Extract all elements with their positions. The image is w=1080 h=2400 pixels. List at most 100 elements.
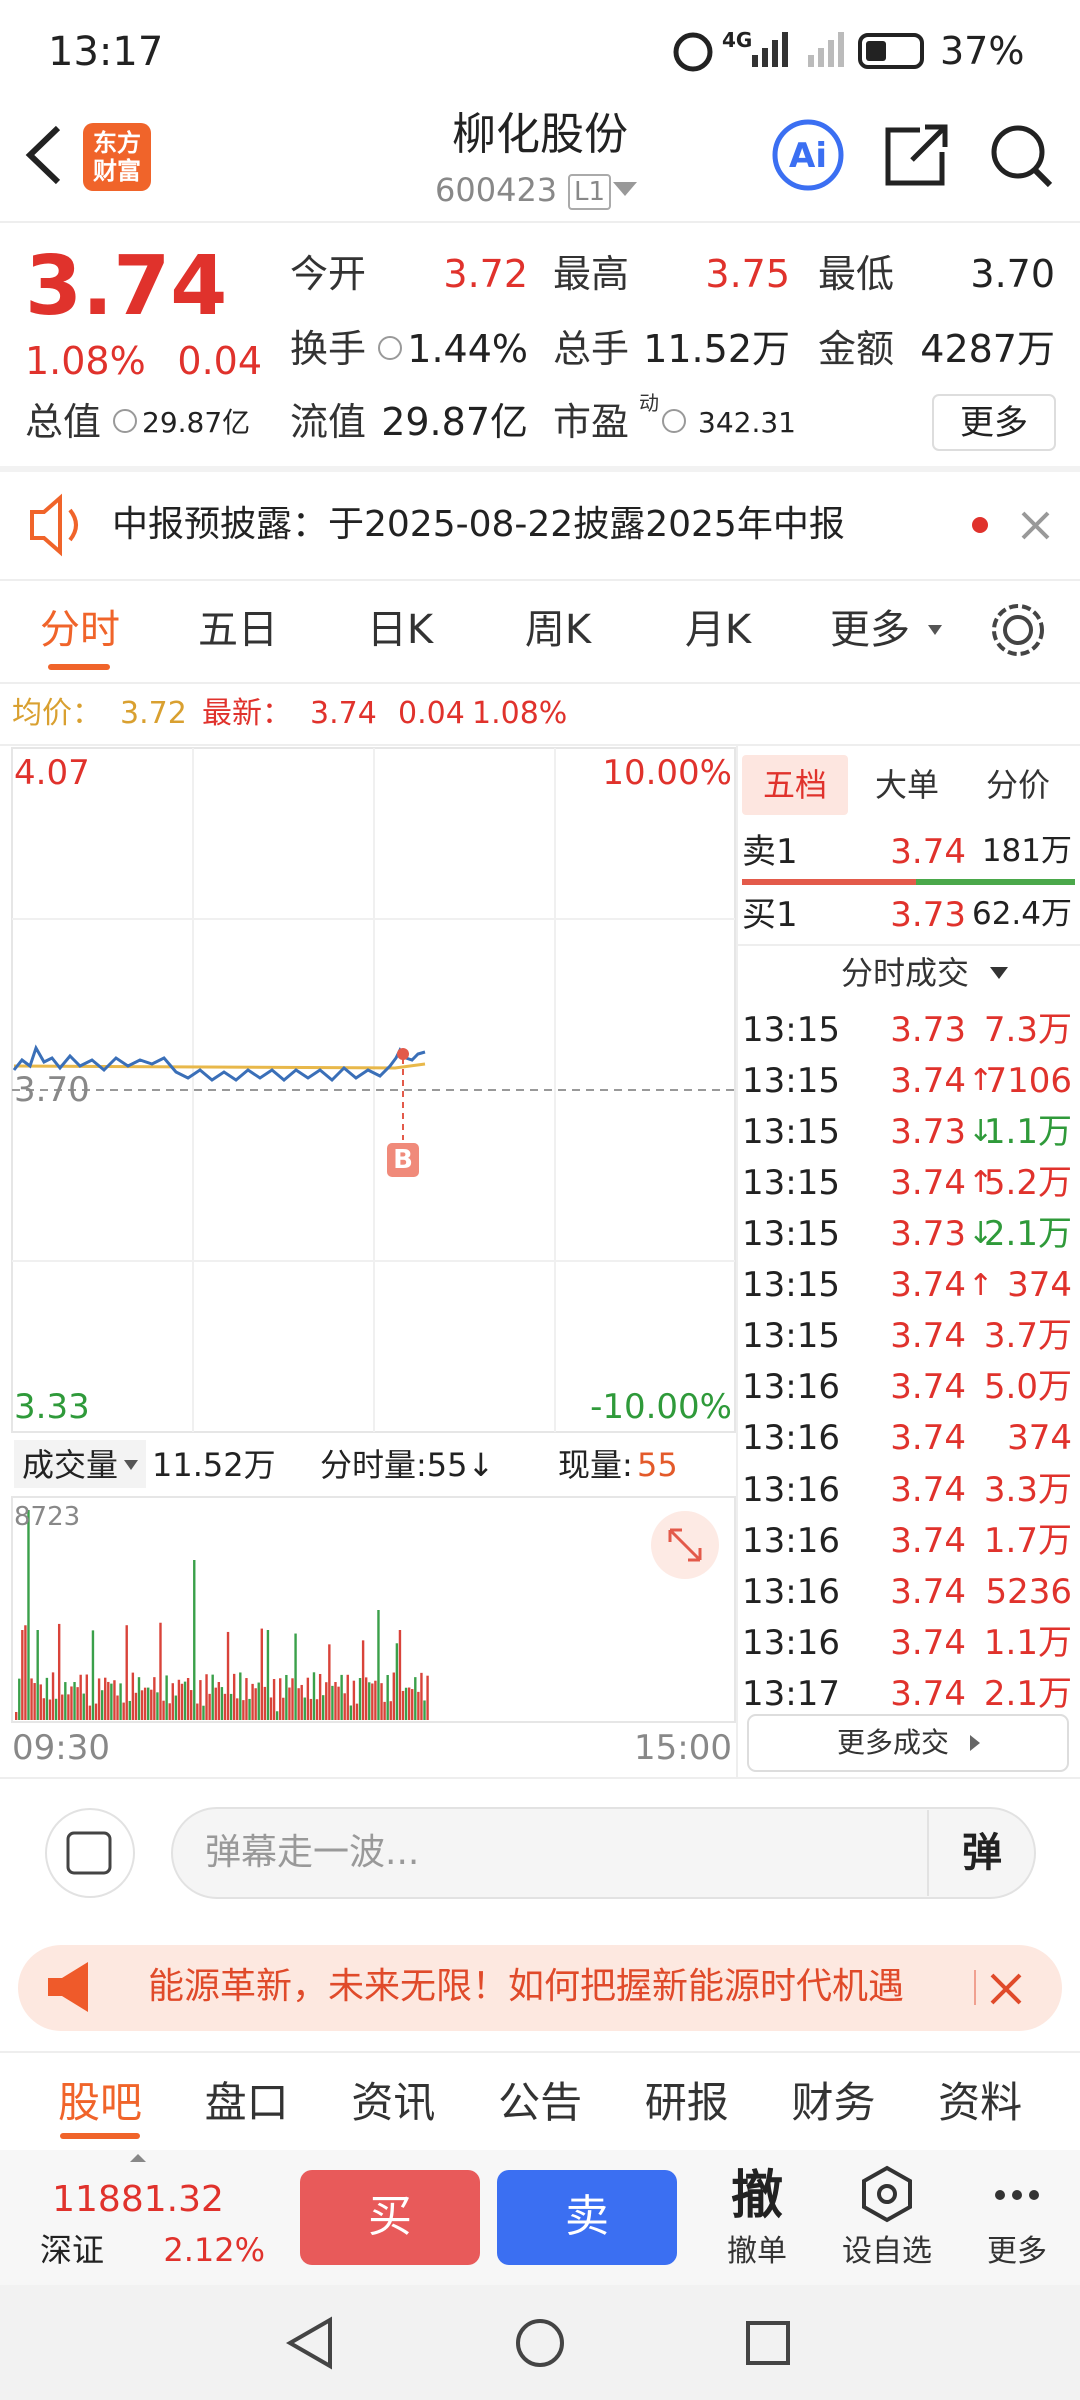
field-label: 总手 — [553, 327, 630, 372]
back-button[interactable] — [25, 125, 61, 185]
book-tab[interactable]: 分价 — [985, 765, 1051, 804]
danmaku-placeholder[interactable]: 弹幕走一波... — [205, 1832, 420, 1874]
volume-bar — [340, 1674, 343, 1720]
chart-tab[interactable]: 周K — [524, 607, 592, 653]
danmaku-send[interactable]: 弹 — [962, 1830, 1002, 1876]
close-banner[interactable] — [990, 1973, 1022, 2005]
volume-bar — [97, 1678, 101, 1720]
bottom-tab[interactable]: 研报 — [644, 2077, 729, 2127]
index-name: 深证 — [40, 2230, 105, 2269]
volume-interval[interactable]: 分时量:55↓ — [320, 1445, 495, 1484]
chart-tab[interactable]: 更多 — [830, 607, 910, 653]
more-button-label[interactable]: 更多 — [960, 402, 1028, 443]
volume-bar — [94, 1703, 98, 1720]
field-label: 流值 — [290, 400, 367, 445]
nav-home[interactable] — [516, 2319, 564, 2367]
volume-bar — [110, 1683, 113, 1720]
last-price: 3.74 — [25, 238, 228, 334]
trade-time: 13:15 — [742, 1111, 840, 1152]
settings-gear — [992, 604, 1044, 656]
volume-bar — [15, 1712, 18, 1720]
cancel-icon[interactable]: 撤 — [730, 2165, 784, 2226]
volume-bar — [411, 1689, 414, 1720]
volume-bar — [180, 1683, 184, 1720]
price-axis-top: 4.07 — [14, 752, 90, 793]
field-label: 今开 — [290, 252, 367, 297]
chart-tab[interactable]: 五日 — [198, 607, 278, 653]
chart-tab[interactable]: 分时 — [40, 607, 120, 653]
volume-selector[interactable] — [14, 1440, 146, 1488]
volume-label[interactable]: 成交量 — [22, 1445, 119, 1484]
trades-title[interactable]: 分时成交 — [840, 953, 970, 992]
volume-bar — [364, 1677, 368, 1720]
more-trades-button[interactable] — [747, 1714, 1069, 1772]
watchlist-icon[interactable] — [862, 2165, 912, 2223]
trade-volume: 7106 — [985, 1060, 1072, 1101]
buy-button[interactable] — [300, 2170, 480, 2265]
bottom-tab[interactable]: 财务 — [791, 2077, 876, 2127]
field-value: 3.72 — [443, 252, 528, 297]
trade-price: 3.74 — [890, 1060, 966, 1101]
volume-bar — [309, 1698, 313, 1720]
buy-volume: 62.4万 — [971, 896, 1072, 933]
volume-bar — [57, 1623, 61, 1720]
sell-price: 3.74 — [890, 831, 966, 872]
change-percent: 1.08% — [25, 339, 146, 384]
volume-axis-max: 8723 — [14, 1502, 81, 1533]
share-button[interactable] — [885, 124, 948, 186]
volume-bar — [125, 1625, 128, 1720]
bottom-tab[interactable]: 股吧 — [57, 2077, 143, 2127]
level-dropdown[interactable] — [613, 182, 637, 196]
volume-bar — [352, 1680, 356, 1720]
danmaku-toggle[interactable] — [45, 1808, 135, 1898]
dropdown-arrow — [928, 625, 942, 635]
trade-price: 3.74 — [890, 1418, 966, 1459]
more-icon[interactable] — [995, 2190, 1039, 2200]
bottom-tab[interactable]: 盘口 — [204, 2077, 289, 2127]
bottom-tab[interactable]: 公告 — [498, 2077, 583, 2127]
volume-bar — [27, 1510, 30, 1720]
volume-bar — [131, 1672, 135, 1720]
bottom-tab[interactable]: 资料 — [938, 2077, 1023, 2127]
more-button[interactable] — [932, 394, 1056, 451]
nav-recents[interactable] — [746, 2321, 790, 2365]
nav-back[interactable] — [285, 2316, 332, 2370]
close-notice[interactable] — [1021, 511, 1050, 540]
volume-bar — [288, 1687, 291, 1720]
buy-label: 买1 — [742, 894, 798, 935]
ai-button[interactable] — [772, 119, 844, 191]
notice-text[interactable]: 中报预披露：于2025-08-22披露2025年中报 — [112, 504, 845, 546]
sell-button[interactable] — [497, 2170, 677, 2265]
volume-bar — [325, 1682, 328, 1720]
chart-tab[interactable]: 日K — [366, 607, 434, 653]
bottom-tab[interactable]: 资讯 — [351, 2077, 436, 2127]
trade-price: 3.74 — [890, 1367, 966, 1408]
action-label[interactable]: 撤单 — [727, 2234, 787, 2269]
field-value: 1.44% — [407, 327, 528, 372]
volume-bar — [401, 1690, 405, 1720]
trade-price: 3.74 — [890, 1571, 966, 1612]
volume-bar — [88, 1705, 92, 1720]
banner-text[interactable]: 能源革新，未来无限！如何把握新能源时代机遇 — [148, 1966, 905, 2008]
book-tab[interactable]: 大单 — [874, 765, 940, 804]
danmaku-input[interactable] — [171, 1807, 1036, 1899]
volume-bar — [21, 1630, 24, 1720]
more-trades-label[interactable]: 更多成交 — [836, 1726, 950, 1760]
volume-bar — [54, 1698, 58, 1720]
action-label[interactable]: 设自选 — [842, 2234, 932, 2269]
book-tab[interactable]: 五档 — [762, 765, 828, 804]
volume-bar — [104, 1677, 107, 1720]
volume-bar — [64, 1682, 67, 1720]
buy-label[interactable]: 买 — [368, 2190, 412, 2242]
stock-code: 600423 — [435, 170, 558, 209]
sell-label[interactable]: 卖 — [565, 2190, 609, 2242]
volume-bar — [24, 1625, 27, 1720]
action-label[interactable]: 更多 — [987, 2234, 1047, 2269]
settings-button[interactable] — [1003, 615, 1033, 645]
chart-tab[interactable]: 月K — [684, 607, 752, 653]
search-button[interactable] — [991, 125, 1045, 179]
avg-price-line — [13, 1062, 426, 1070]
volume-bar — [395, 1643, 399, 1720]
volume-bar — [140, 1690, 144, 1720]
